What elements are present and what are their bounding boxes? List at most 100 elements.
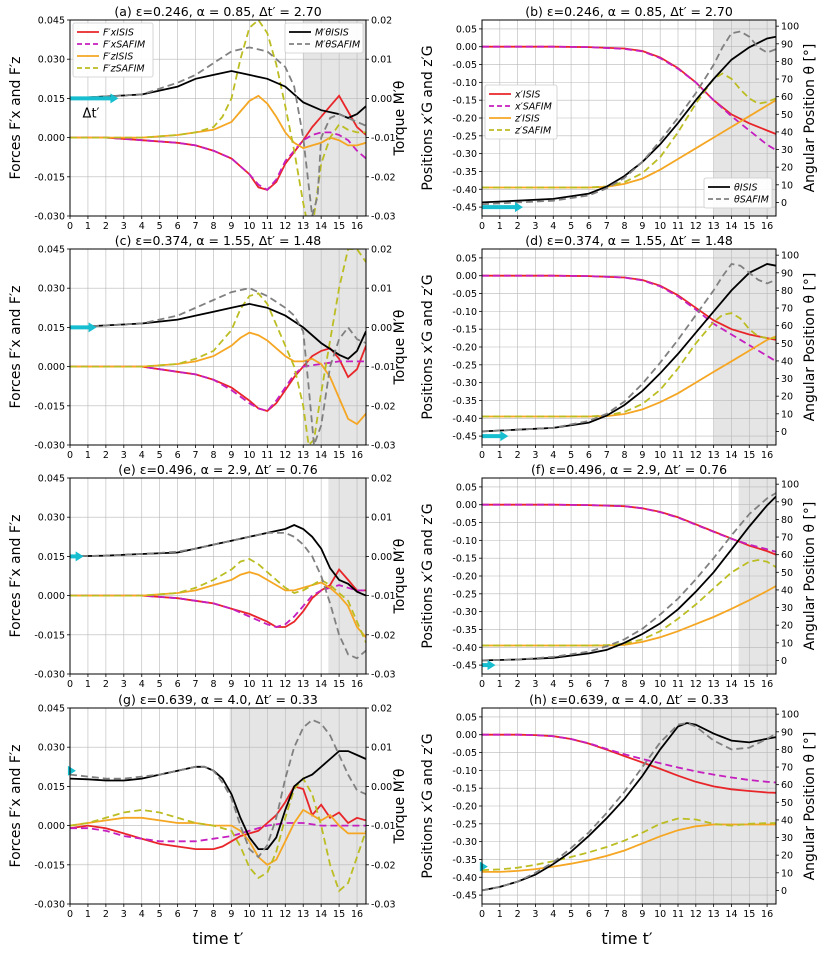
series-group bbox=[70, 524, 366, 660]
y-tick-label-right: 10 bbox=[781, 868, 793, 879]
x-tick-label: 9 bbox=[639, 221, 645, 232]
x-tick-label: 11 bbox=[672, 450, 684, 461]
series-line bbox=[70, 249, 366, 445]
x-tick-label: 2 bbox=[103, 221, 109, 232]
y-tick-label-right: 30 bbox=[781, 374, 793, 385]
legend-label: θSAFIM bbox=[734, 195, 769, 206]
x-tick-label: 1 bbox=[85, 909, 91, 920]
x-tick-label: 10 bbox=[654, 909, 666, 920]
panel-g: 0 1 2 3 4 5 6 7 8 9 10 11 12 13 14 15 160.0450.0300.0150… bbox=[8, 692, 408, 920]
y-tick-label-right: 60 bbox=[781, 550, 793, 561]
y-tick-label-right: 60 bbox=[781, 780, 793, 791]
panel-c: 0 1 2 3 4 5 6 7 8 9 10 11 12 13 14 15 160.0450.0300.0150… bbox=[8, 233, 408, 461]
y-tick-label-left: -0.30 bbox=[452, 378, 477, 389]
y-axis-label-left: Forces F′x and F′z bbox=[8, 745, 24, 868]
xlabel-left: time t′ bbox=[192, 929, 244, 948]
y-tick-label-left: 0.030 bbox=[38, 284, 65, 295]
panel-a: 0 1 2 3 4 5 6 7 8 9 10 11 12 13 14 15 160.0450.0300.0150… bbox=[8, 4, 408, 232]
x-tick-label: 15 bbox=[743, 450, 755, 461]
shaded-region bbox=[229, 708, 366, 904]
x-tick-label: 0 bbox=[479, 221, 485, 232]
x-tick-label: 6 bbox=[586, 450, 592, 461]
y-tick-label-right: -0.03 bbox=[371, 670, 396, 681]
y-tick-label-right: 0.00 bbox=[371, 782, 392, 793]
x-tick-label: 8 bbox=[622, 679, 628, 690]
legend-label: θISIS bbox=[734, 183, 757, 194]
y-tick-label-right: 0.01 bbox=[371, 743, 392, 754]
x-tick-label: 13 bbox=[297, 909, 309, 920]
y-tick-label-right: 80 bbox=[781, 745, 793, 756]
y-tick-label-right: 10 bbox=[781, 409, 793, 420]
plot-frame bbox=[69, 477, 367, 675]
x-tick-label: 1 bbox=[497, 909, 503, 920]
y-tick-label-left: -0.20 bbox=[452, 572, 477, 583]
panel-title: (e) ε=0.496, α = 2.9, Δt′ = 0.76 bbox=[118, 462, 317, 477]
x-tick-label: 13 bbox=[297, 221, 309, 232]
y-tick-label-right: 30 bbox=[781, 833, 793, 844]
x-tick-label: 3 bbox=[532, 909, 538, 920]
x-tick-label: 0 bbox=[67, 679, 73, 690]
series-line bbox=[70, 571, 366, 638]
y-tick-label-right: -0.02 bbox=[371, 401, 396, 412]
y-tick-label-right: -0.01 bbox=[371, 591, 396, 602]
x-tick-label: 8 bbox=[622, 221, 628, 232]
y-axis-label-left: Forces F′x and F′z bbox=[8, 286, 24, 409]
y-tick-label-right: -0.02 bbox=[371, 860, 396, 871]
legend-box bbox=[703, 177, 773, 209]
y-tick-label-left: 0.00 bbox=[456, 500, 477, 511]
legend-label: z′ISIS bbox=[514, 114, 540, 125]
x-tick-label: 9 bbox=[639, 679, 645, 690]
y-axis-label-left: Forces F′x and F′z bbox=[8, 515, 24, 638]
y-tick-label-right: -0.01 bbox=[371, 362, 396, 373]
y-tick-label-left: 0.015 bbox=[38, 552, 65, 563]
x-tick-label: 11 bbox=[261, 679, 273, 690]
panel-title: (h) ε=0.639, α = 4.0, Δt′ = 0.33 bbox=[529, 692, 729, 707]
y-axis-label-left: Positions x′G and z′G bbox=[420, 503, 436, 648]
x-tick-label: 2 bbox=[103, 909, 109, 920]
x-tick-label: 7 bbox=[193, 450, 199, 461]
y-tick-label-right: 90 bbox=[781, 727, 793, 738]
x-tick-label: 11 bbox=[672, 909, 684, 920]
series-group bbox=[482, 722, 776, 892]
y-tick-label-right: -0.03 bbox=[371, 441, 396, 452]
delay-arrowhead bbox=[110, 93, 119, 104]
x-tick-label: 13 bbox=[708, 679, 720, 690]
legend-label: F′zSAFIM bbox=[103, 64, 145, 75]
y-tick-label-right: 50 bbox=[781, 798, 793, 809]
y-tick-label-left: 0.015 bbox=[38, 94, 65, 105]
x-tick-label: 3 bbox=[532, 450, 538, 461]
x-tick-label: 16 bbox=[761, 221, 773, 232]
series-line bbox=[70, 584, 366, 628]
x-tick-label: 13 bbox=[708, 909, 720, 920]
y-tick-label-right: 100 bbox=[781, 710, 799, 721]
y-tick-label-left: 0.05 bbox=[456, 253, 477, 264]
y-tick-label-right: 90 bbox=[781, 39, 793, 50]
series-line bbox=[482, 492, 776, 662]
y-tick-label-left: -0.030 bbox=[34, 670, 65, 681]
y-tick-label-left: 0.030 bbox=[38, 55, 65, 66]
x-tick-label: 11 bbox=[672, 221, 684, 232]
x-tick-label: 0 bbox=[479, 909, 485, 920]
x-tick-label: 4 bbox=[139, 909, 145, 920]
y-tick-label-right: 40 bbox=[781, 127, 793, 138]
series-group bbox=[70, 20, 366, 216]
series-group bbox=[70, 718, 366, 893]
x-tick-label: 16 bbox=[761, 909, 773, 920]
x-tick-label: 12 bbox=[690, 679, 702, 690]
series-line bbox=[70, 287, 366, 445]
series-line bbox=[70, 331, 366, 426]
x-tick-label: 4 bbox=[139, 450, 145, 461]
y-tick-label-left: -0.45 bbox=[452, 661, 477, 672]
y-tick-label-right: 80 bbox=[781, 515, 793, 526]
x-tick-label: 10 bbox=[243, 909, 255, 920]
x-tick-label: 4 bbox=[139, 679, 145, 690]
series-line bbox=[70, 360, 366, 413]
y-tick-label-left: -0.40 bbox=[452, 185, 477, 196]
y-tick-label-left: 0.05 bbox=[456, 24, 477, 35]
x-tick-label: 10 bbox=[243, 450, 255, 461]
x-tick-label: 2 bbox=[515, 909, 521, 920]
y-tick-label-left: -0.30 bbox=[452, 607, 477, 618]
x-tick-label: 13 bbox=[297, 679, 309, 690]
series-line bbox=[482, 30, 776, 206]
